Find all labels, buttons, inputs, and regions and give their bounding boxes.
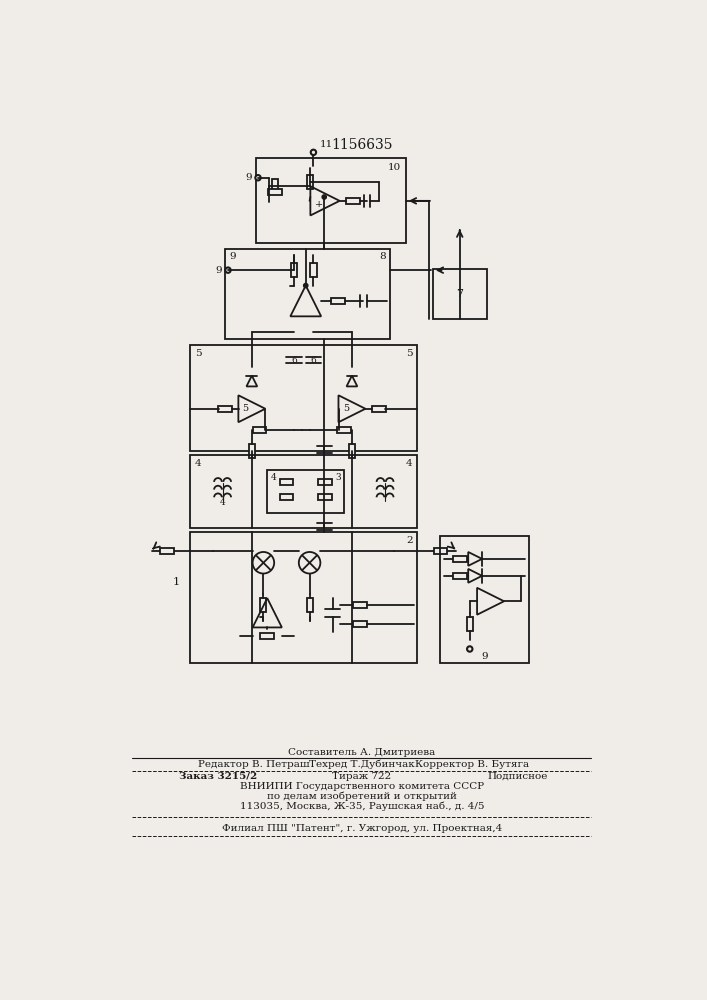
Text: Заказ 3215/2: Заказ 3215/2: [179, 772, 257, 781]
Bar: [279, 494, 293, 500]
Bar: [318, 494, 332, 500]
Bar: [279, 479, 293, 485]
Bar: [225, 249, 390, 339]
Bar: [260, 598, 267, 612]
Bar: [440, 536, 529, 663]
Bar: [218, 406, 232, 412]
Bar: [160, 548, 174, 554]
Bar: [467, 617, 473, 631]
Text: 9: 9: [481, 652, 488, 661]
Text: Корректор В. Бутяга: Корректор В. Бутяга: [415, 760, 529, 769]
Circle shape: [252, 552, 274, 574]
Text: 113035, Москва, Ж-35, Раушская наб., д. 4/5: 113035, Москва, Ж-35, Раушская наб., д. …: [240, 801, 484, 811]
Text: 4: 4: [406, 459, 413, 468]
Bar: [372, 406, 386, 412]
Text: 2: 2: [406, 536, 413, 545]
Bar: [249, 444, 255, 458]
Bar: [353, 602, 366, 608]
Bar: [260, 633, 274, 639]
Text: 4: 4: [270, 473, 276, 482]
Text: Составитель А. Дмитриева: Составитель А. Дмитриева: [288, 748, 436, 757]
Bar: [272, 179, 278, 192]
Bar: [267, 470, 344, 513]
Bar: [310, 263, 317, 277]
Circle shape: [467, 646, 472, 652]
Bar: [337, 427, 351, 433]
Text: 10: 10: [388, 163, 402, 172]
Bar: [346, 198, 360, 204]
Bar: [308, 175, 313, 189]
Text: 5: 5: [195, 349, 201, 358]
Text: 9: 9: [245, 173, 252, 182]
Bar: [433, 269, 486, 319]
Text: ВНИИПИ Государственного комитета СССР: ВНИИПИ Государственного комитета СССР: [240, 782, 484, 791]
Text: Подписное: Подписное: [487, 772, 548, 781]
Text: 1156635: 1156635: [331, 138, 392, 152]
Bar: [190, 455, 417, 528]
Text: 8: 8: [379, 252, 386, 261]
Bar: [452, 573, 467, 579]
Bar: [252, 427, 267, 433]
Bar: [318, 479, 332, 485]
Bar: [353, 621, 366, 627]
Bar: [331, 298, 345, 304]
Circle shape: [226, 267, 230, 273]
Bar: [452, 556, 467, 562]
Bar: [190, 532, 417, 663]
Circle shape: [255, 175, 261, 180]
Text: Редактор В. Петраш: Редактор В. Петраш: [198, 760, 310, 769]
Bar: [349, 444, 355, 458]
Bar: [190, 345, 417, 451]
Circle shape: [299, 552, 320, 574]
Bar: [268, 189, 282, 195]
Text: 4: 4: [195, 459, 201, 468]
Text: Техред Т.Дубинчак: Техред Т.Дубинчак: [309, 760, 415, 769]
Text: 6: 6: [310, 356, 316, 365]
Text: 5: 5: [243, 404, 249, 413]
Text: 4: 4: [220, 498, 226, 507]
Text: Филиал ПШ "Патент", г. Ужгород, ул. Проектная,4: Филиал ПШ "Патент", г. Ужгород, ул. Прое…: [222, 824, 502, 833]
Text: +: +: [315, 200, 323, 209]
Text: 3: 3: [336, 473, 341, 482]
Text: 11: 11: [320, 140, 333, 149]
Text: 6: 6: [291, 356, 297, 365]
Text: 9: 9: [230, 252, 236, 261]
Bar: [291, 263, 297, 277]
Text: 7: 7: [456, 289, 463, 299]
Circle shape: [311, 150, 316, 155]
Circle shape: [322, 195, 326, 199]
Text: 1: 1: [173, 577, 180, 587]
Bar: [307, 598, 312, 612]
Text: Тираж 722: Тираж 722: [332, 772, 392, 781]
Circle shape: [304, 284, 308, 287]
Bar: [256, 158, 406, 243]
Text: 5: 5: [343, 404, 349, 413]
Bar: [433, 548, 448, 554]
Text: 9: 9: [215, 266, 222, 275]
Text: 5: 5: [406, 349, 413, 358]
Text: по делам изобретений и открытий: по делам изобретений и открытий: [267, 791, 457, 801]
